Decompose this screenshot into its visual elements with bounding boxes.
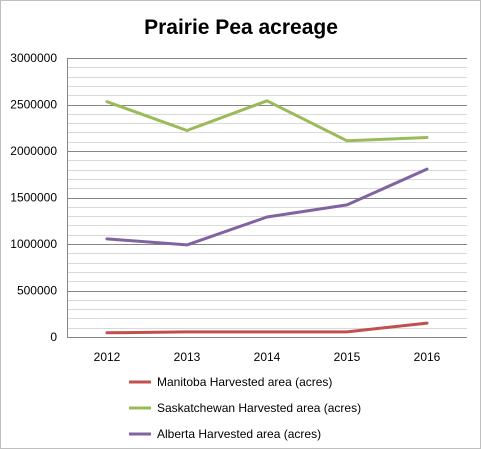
- y-tick-label: 2500000: [10, 98, 57, 112]
- x-axis-tick-labels: 2012 2013 2014 2015 2016: [94, 350, 441, 364]
- series-line: [105, 167, 429, 247]
- series-lines: [105, 99, 429, 335]
- legend-label: Alberta Harvested area (acres): [157, 427, 321, 441]
- y-tick-label: 2000000: [10, 144, 57, 158]
- series-line: [105, 321, 429, 335]
- legend-label: Saskatchewan Harvested area (acres): [157, 401, 361, 415]
- x-tick-label: 2014: [254, 350, 281, 364]
- gridlines: [67, 58, 467, 329]
- y-tick-label: 3000000: [10, 51, 57, 65]
- y-tick-label: 500000: [17, 284, 57, 298]
- y-tick-label: 1500000: [10, 191, 57, 205]
- x-tick-label: 2013: [174, 350, 201, 364]
- legend-label: Manitoba Harvested area (acres): [157, 375, 332, 389]
- axes: [67, 58, 467, 338]
- y-tick-label: 1000000: [10, 237, 57, 251]
- x-tick-label: 2016: [414, 350, 441, 364]
- y-tick-label: 0: [50, 330, 57, 344]
- series-line: [105, 99, 429, 143]
- legend: Manitoba Harvested area (acres) Saskatche…: [129, 375, 361, 441]
- x-tick-label: 2012: [94, 350, 121, 364]
- x-tick-label: 2015: [334, 350, 361, 364]
- chart-title: Prairie Pea acreage: [144, 16, 338, 39]
- y-axis-tick-labels: 0 500000 1000000 1500000 2000000 2500000 30000…: [10, 51, 57, 344]
